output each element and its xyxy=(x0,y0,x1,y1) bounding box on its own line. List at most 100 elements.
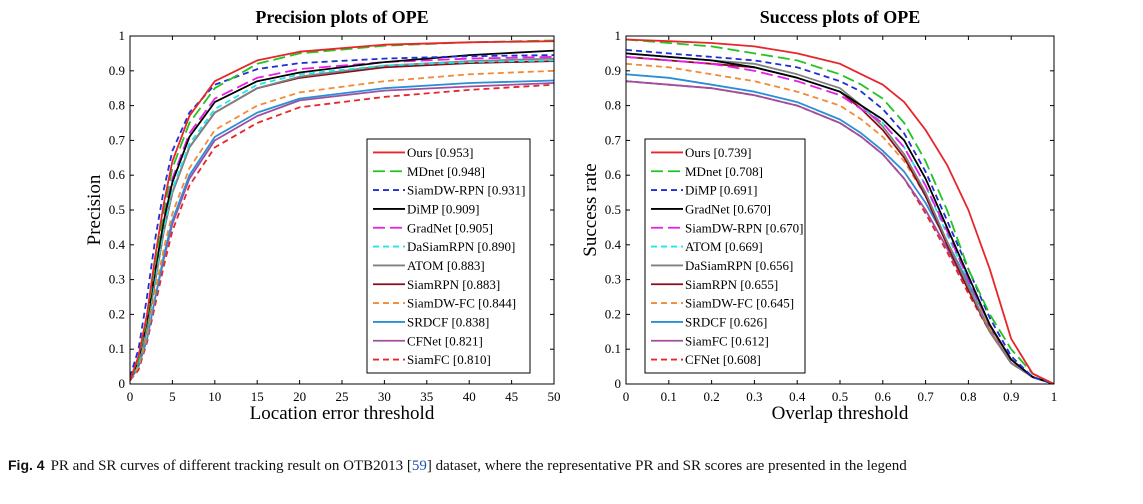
x-tick-label: 0 xyxy=(623,389,630,404)
caption-label: Fig. 4 xyxy=(8,457,45,473)
series-line xyxy=(626,52,1054,384)
series-line xyxy=(130,40,554,381)
y-tick-label: 0.7 xyxy=(109,132,126,147)
x-tick-label: 0.4 xyxy=(789,389,806,404)
legend-label: SiamDW-FC [0.844] xyxy=(407,296,516,311)
y-tick-label: 0.9 xyxy=(109,63,125,78)
y-tick-label: 0 xyxy=(119,376,126,391)
x-axis-label: Location error threshold xyxy=(250,403,435,424)
legend-label: SRDCF [0.626] xyxy=(685,314,767,329)
series-lines xyxy=(130,39,554,382)
y-tick-label: 0.9 xyxy=(605,63,621,78)
caption-text-after: ] dataset, where the representative PR a… xyxy=(426,458,907,474)
x-tick-label: 0.9 xyxy=(1003,389,1019,404)
x-tick-label: 0.2 xyxy=(703,389,719,404)
x-tick-label: 0.1 xyxy=(661,389,677,404)
y-tick-label: 0.5 xyxy=(605,202,621,217)
x-tick-label: 0.6 xyxy=(875,389,892,404)
y-tick-label: 0.8 xyxy=(605,98,621,113)
chart-title: Precision plots of OPE xyxy=(255,7,428,27)
x-tick-label: 10 xyxy=(208,389,221,404)
legend-label: SiamRPN [0.883] xyxy=(407,277,500,292)
series-line xyxy=(626,52,1054,384)
legend-label: SiamFC [0.810] xyxy=(407,352,491,367)
series-line xyxy=(130,39,554,381)
x-tick-label: 0 xyxy=(127,389,134,404)
legend-label: MDnet [0.948] xyxy=(407,164,485,179)
legend: Ours [0.953] MDnet [0.948] SiamDW-RPN [0.9… xyxy=(366,138,531,374)
x-axis-label: Overlap threshold xyxy=(772,403,909,424)
x-tick-label: 1 xyxy=(1051,389,1058,404)
y-tick-label: 0.1 xyxy=(109,341,125,356)
legend-label: DaSiamRPN [0.890] xyxy=(407,239,515,254)
series-line xyxy=(626,62,1054,384)
chart-title: Success plots of OPE xyxy=(760,7,921,27)
y-tick-label: 0.7 xyxy=(605,132,622,147)
legend-label: SiamDW-RPN [0.670] xyxy=(685,220,803,235)
y-tick-label: 0.3 xyxy=(605,272,621,287)
legend-label: ATOM [0.883] xyxy=(407,258,485,273)
y-tick-label: 0.2 xyxy=(109,306,125,321)
x-tick-label: 15 xyxy=(251,389,264,404)
series-line xyxy=(626,38,1054,384)
y-axis-label: Precision xyxy=(84,174,105,245)
y-axis-label: Success rate xyxy=(580,163,601,256)
legend-label: Ours [0.739] xyxy=(685,145,751,160)
figure-caption: Fig. 4 PR and SR curves of different trac… xyxy=(8,455,1136,477)
x-tick-label: 0.3 xyxy=(746,389,762,404)
plot-frame xyxy=(129,35,555,385)
y-tick-label: 1 xyxy=(119,28,126,43)
legend-label: Ours [0.953] xyxy=(407,145,473,160)
y-tick-label: 0.4 xyxy=(109,237,126,252)
series-line xyxy=(130,56,554,381)
y-tick-label: 1 xyxy=(615,28,622,43)
legend-label: ATOM [0.669] xyxy=(685,239,763,254)
y-tick-label: 0.4 xyxy=(605,237,622,252)
y-tick-label: 0.3 xyxy=(109,272,125,287)
legend-label: DiMP [0.691] xyxy=(685,183,757,198)
x-tick-label: 0.5 xyxy=(832,389,848,404)
series-line xyxy=(130,59,554,381)
x-tick-label: 50 xyxy=(548,389,561,404)
legend-label: SiamDW-RPN [0.931] xyxy=(407,183,525,198)
y-tick-label: 0.6 xyxy=(109,167,126,182)
series-line xyxy=(130,79,554,381)
y-tick-label: 0.2 xyxy=(605,306,621,321)
plot-frame xyxy=(625,35,1055,385)
caption-reference-link[interactable]: 59 xyxy=(411,458,427,474)
legend-label: DaSiamRPN [0.656] xyxy=(685,258,793,273)
legend-label: MDnet [0.708] xyxy=(685,164,763,179)
y-tick-label: 0.6 xyxy=(605,167,622,182)
series-line xyxy=(626,38,1054,384)
legend: Ours [0.739] MDnet [0.708] DiMP [0.691] Gra… xyxy=(644,138,806,374)
legend-label: CFNet [0.821] xyxy=(407,333,483,348)
series-line xyxy=(130,54,554,378)
legend-box xyxy=(644,138,806,374)
x-tick-label: 45 xyxy=(505,389,518,404)
x-tick-label: 5 xyxy=(169,389,176,404)
caption-text-before: PR and SR curves of different tracking r… xyxy=(50,458,412,474)
legend-label: SiamFC [0.612] xyxy=(685,333,769,348)
y-tick-label: 0.8 xyxy=(109,98,125,113)
legend-label: DiMP [0.909] xyxy=(407,201,479,216)
series-line xyxy=(130,69,554,381)
series-line xyxy=(626,49,1054,384)
legend-label: GradNet [0.905] xyxy=(407,220,493,235)
x-tick-label: 0.7 xyxy=(917,389,934,404)
x-tick-label: 25 xyxy=(336,389,349,404)
y-tick-label: 0.1 xyxy=(605,341,621,356)
plot-success: Success plots of OPE 0 0.1 0.2 0.3 0.4 0.5 0.6 0… xyxy=(580,7,1057,424)
legend-label: SiamRPN [0.655] xyxy=(685,277,778,292)
legend-label: CFNet [0.608] xyxy=(685,352,761,367)
x-tick-label: 0.8 xyxy=(960,389,976,404)
x-tick-label: 20 xyxy=(293,389,306,404)
legend-label: GradNet [0.670] xyxy=(685,201,771,216)
legend-box xyxy=(366,138,531,374)
x-tick-label: 40 xyxy=(463,389,476,404)
legend-label: SRDCF [0.838] xyxy=(407,314,489,329)
y-tick-label: 0 xyxy=(615,376,622,391)
series-line xyxy=(130,83,554,382)
legend-label: SiamDW-FC [0.645] xyxy=(685,296,794,311)
